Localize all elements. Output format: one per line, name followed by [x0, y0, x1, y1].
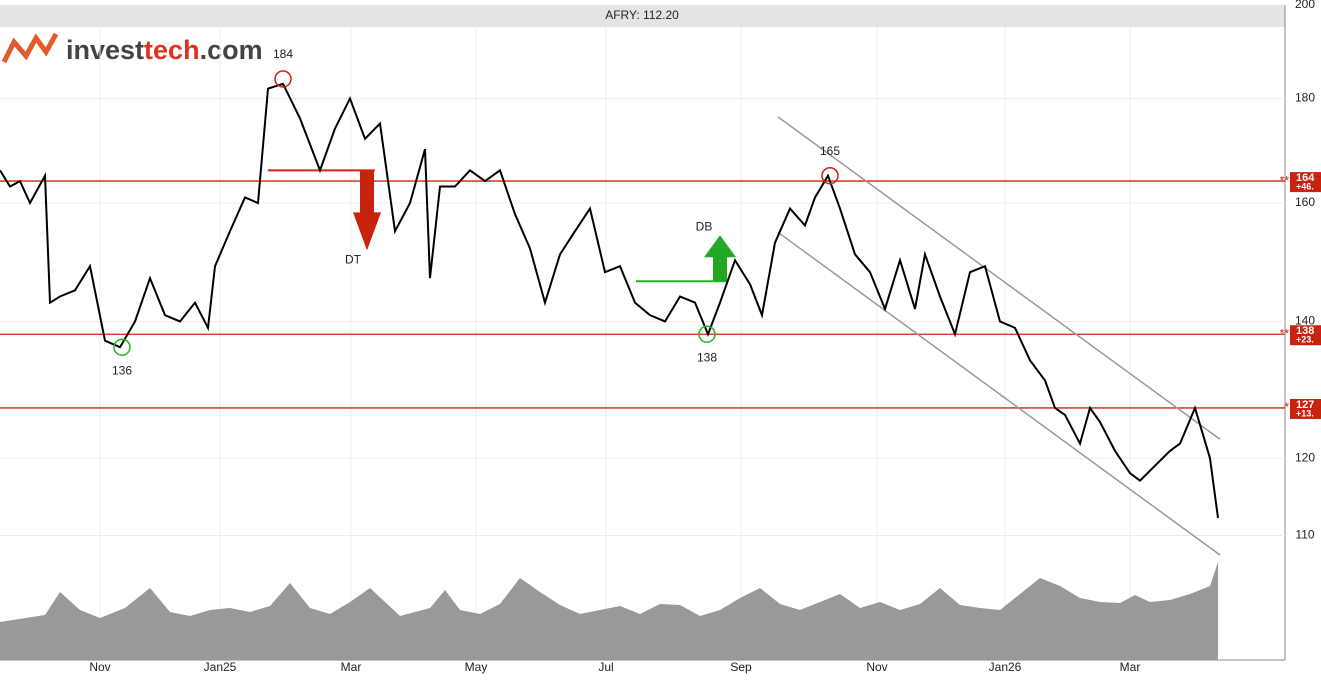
signal-label: DT	[345, 253, 362, 267]
level-label: 138	[1296, 325, 1314, 337]
price-line	[0, 82, 1219, 519]
logo: investtech.com	[1, 32, 263, 65]
peak-marker	[821, 166, 839, 185]
y-tick-label: 200	[1295, 0, 1315, 11]
x-tick-label: Jan25	[204, 660, 237, 674]
level-box	[1290, 398, 1321, 419]
extreme-label: 138	[697, 350, 717, 364]
x-tick-label: Sep	[730, 660, 752, 674]
logo-mark	[1, 32, 59, 64]
level-change: +13.	[1296, 408, 1314, 418]
x-tick-label: Jan26	[989, 660, 1022, 674]
x-tick-label: May	[465, 660, 488, 674]
extreme-label: 165	[820, 144, 840, 158]
extreme-label: 136	[112, 363, 132, 377]
level-label: 127	[1296, 399, 1314, 411]
y-tick-label: 110	[1295, 528, 1314, 542]
signal-arrow	[353, 170, 381, 251]
level-change: +23.	[1296, 335, 1314, 345]
logo-part: tech	[144, 35, 200, 65]
level-stars: **	[1280, 326, 1290, 340]
logo-text: investtech.com	[66, 35, 263, 65]
y-tick-label: 120	[1295, 450, 1315, 464]
signal-label: DB	[696, 219, 713, 233]
volume-area	[0, 562, 1218, 660]
x-tick-label: Nov	[866, 660, 887, 674]
logo-part: invest	[66, 35, 144, 65]
x-tick-label: Jul	[598, 660, 613, 674]
level-stars: *	[1284, 400, 1289, 414]
level-box	[1290, 172, 1321, 193]
extreme-label: 184	[273, 47, 293, 61]
level-label: 164	[1296, 172, 1315, 184]
y-tick-label: 160	[1295, 195, 1315, 209]
y-tick-label: 140	[1295, 314, 1315, 328]
trend-channel	[777, 231, 1221, 556]
level-change: +46.	[1296, 181, 1314, 191]
chart-title: AFRY: 112.20	[605, 8, 679, 22]
title-bar	[0, 5, 1285, 27]
signal-arrow	[704, 235, 736, 282]
x-tick-label: Nov	[89, 660, 110, 674]
trough-marker	[113, 338, 131, 356]
x-tick-label: Mar	[341, 660, 362, 674]
peak-marker	[274, 70, 292, 88]
logo-part: .com	[200, 35, 263, 65]
trend-channel	[777, 116, 1221, 440]
level-box	[1290, 325, 1321, 346]
x-tick-label: Mar	[1120, 660, 1141, 674]
y-tick-label: 180	[1295, 91, 1315, 105]
trough-marker	[698, 325, 716, 343]
level-stars: **	[1280, 173, 1290, 187]
